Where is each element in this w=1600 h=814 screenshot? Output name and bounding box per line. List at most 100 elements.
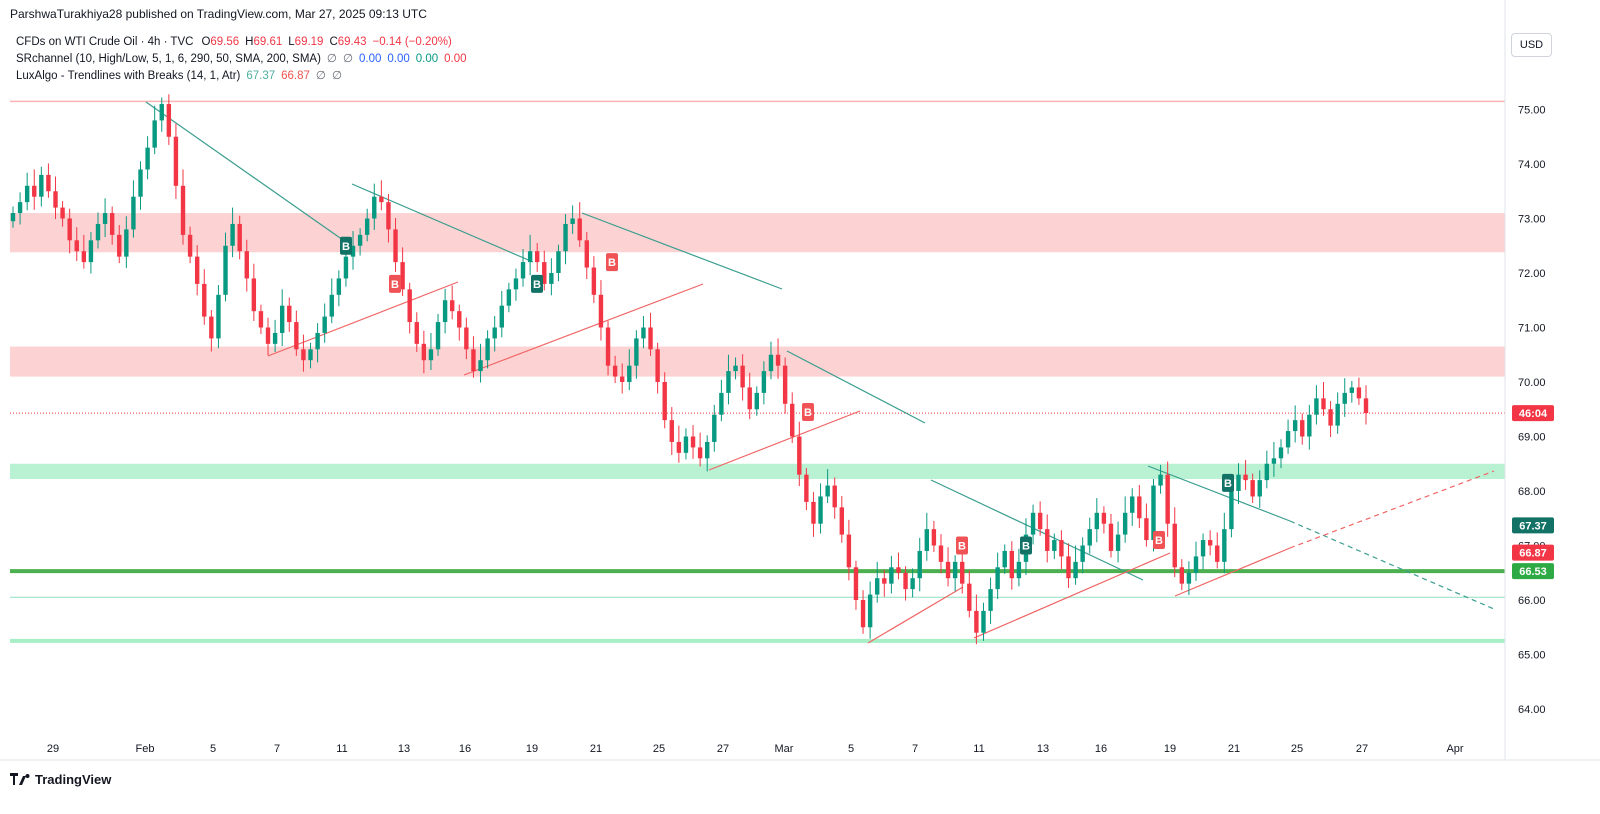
candle-body xyxy=(442,300,448,323)
candle-body xyxy=(400,262,405,290)
candle-body xyxy=(712,414,717,442)
price-tick-label: 64.00 xyxy=(1518,704,1546,716)
candle-body xyxy=(556,251,561,273)
candle-body xyxy=(138,169,143,197)
candle-body xyxy=(393,229,398,263)
resistance-zone xyxy=(10,213,1505,253)
candle-body xyxy=(690,436,696,448)
candle-body xyxy=(449,300,455,312)
indicator-value: 0.00 xyxy=(358,53,382,65)
published-caption: ParshwaTurakhiya28 published on TradingV… xyxy=(10,7,427,21)
time-tick-label: 19 xyxy=(1164,743,1176,755)
candle-body xyxy=(1236,474,1241,491)
candle-body xyxy=(534,251,540,263)
time-tick-label: Feb xyxy=(136,743,155,755)
candle-body xyxy=(669,420,674,442)
candle-body xyxy=(244,251,249,279)
candle-body xyxy=(124,229,129,257)
candle-body xyxy=(308,349,313,361)
currency-button[interactable]: USD xyxy=(1511,33,1552,57)
indicator-value: 0.00 xyxy=(444,53,467,65)
candle-body xyxy=(1321,398,1326,410)
candle-body xyxy=(790,403,795,437)
badge-box xyxy=(389,274,401,293)
candle-body xyxy=(889,567,894,584)
badge-letter: B xyxy=(958,541,966,553)
candle-body xyxy=(145,147,150,170)
badge-box xyxy=(1020,536,1032,555)
close-value: 69.43 xyxy=(337,36,367,48)
indicator-value: 66.87 xyxy=(281,70,310,82)
candle-body xyxy=(166,104,172,137)
candle-body xyxy=(95,223,101,241)
symbol-row[interactable]: CFDs on WTI Crude Oil · 4h · TVC O69.56 … xyxy=(16,34,467,51)
trendline xyxy=(973,552,1171,639)
trendline xyxy=(463,283,704,376)
candle-body xyxy=(1207,540,1213,546)
candle-body xyxy=(1250,480,1255,497)
badge-box xyxy=(531,274,543,293)
candle-body xyxy=(421,343,427,361)
candle-body xyxy=(1165,474,1170,524)
open-label: O xyxy=(201,36,211,48)
candle-body xyxy=(265,327,271,344)
price-tick-label: 71.00 xyxy=(1518,323,1546,335)
price-label-box xyxy=(1512,544,1554,561)
candle-body xyxy=(258,311,264,328)
support-resistance-lines xyxy=(10,100,1505,643)
candle-body xyxy=(832,485,837,508)
candle-body xyxy=(825,485,830,497)
badge-box xyxy=(340,236,352,255)
candle-body xyxy=(1193,556,1199,573)
support-line xyxy=(10,638,1505,643)
candle-body xyxy=(627,365,632,382)
empty-set-icon: ∅ xyxy=(331,70,342,82)
bearish-break-badge: B xyxy=(1153,531,1165,550)
candle-body xyxy=(464,327,469,350)
tradingview-logo[interactable]: TradingView xyxy=(10,772,111,787)
candle-body xyxy=(272,332,278,344)
candle-body xyxy=(24,185,30,203)
high-value: 69.61 xyxy=(253,36,283,48)
time-tick-label: 21 xyxy=(590,743,602,755)
candle-body xyxy=(435,322,441,350)
candle-body xyxy=(740,365,745,388)
indicator-name-srchannel: SRchannel (10, High/Low, 5, 1, 6, 290, 5… xyxy=(16,53,321,65)
time-tick-label: Apr xyxy=(1446,743,1463,755)
candle-body xyxy=(542,262,547,284)
candle-body xyxy=(974,610,979,633)
candle-body xyxy=(818,496,823,524)
chart-legend: CFDs on WTI Crude Oil · 4h · TVC O69.56 … xyxy=(16,34,467,85)
time-tick-label: 25 xyxy=(653,743,665,755)
break-signals: B B B B B B B B B xyxy=(340,236,1234,555)
time-tick-label: 16 xyxy=(1095,743,1107,755)
indicator-value: 0.00 xyxy=(387,53,410,65)
brand-name: TradingView xyxy=(35,772,112,787)
candle-body xyxy=(591,267,597,295)
candle-body xyxy=(1108,523,1114,551)
candle-body xyxy=(287,305,292,323)
empty-set-icon: ∅ xyxy=(326,53,337,65)
candle-body xyxy=(237,223,242,252)
candle-body xyxy=(811,501,816,524)
indicator-row-luxalgo[interactable]: LuxAlgo - Trendlines with Breaks (14, 1,… xyxy=(16,68,467,85)
candle-body xyxy=(499,305,504,328)
candle-body xyxy=(102,213,108,224)
candle-body xyxy=(1002,550,1007,568)
candle-body xyxy=(754,392,759,410)
candle-body xyxy=(1292,420,1298,432)
candle-body xyxy=(223,245,228,295)
candle-body xyxy=(1030,512,1036,535)
indicator-row-srchannel[interactable]: SRchannel (10, High/Low, 5, 1, 6, 290, 5… xyxy=(16,51,467,68)
candle-body xyxy=(1151,485,1156,541)
candle-body xyxy=(1122,512,1128,535)
candle-body xyxy=(159,104,164,121)
candle-body xyxy=(584,240,589,268)
trendline xyxy=(867,586,964,644)
tradingview-logo-icon xyxy=(10,772,30,787)
candle-body xyxy=(329,294,334,317)
candle-body xyxy=(336,278,342,295)
trendline xyxy=(1147,465,1291,522)
candle-body xyxy=(357,234,363,246)
